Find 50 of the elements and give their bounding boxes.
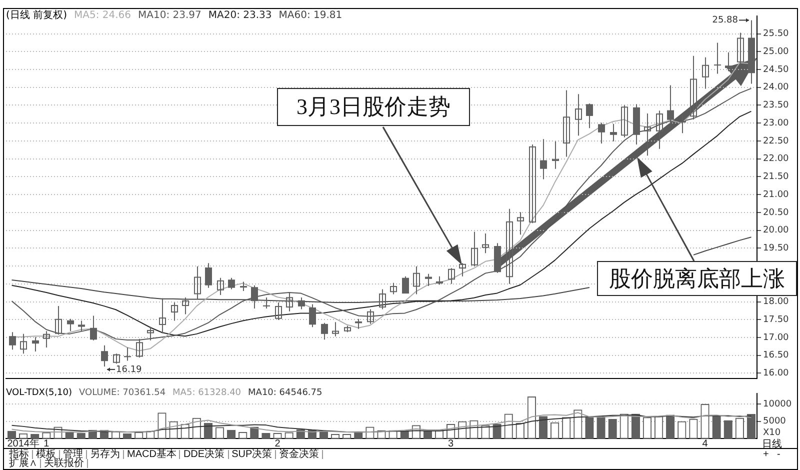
text: - bbox=[777, 449, 780, 460]
x-tick-label: 1 bbox=[44, 438, 50, 450]
x-tick-label: 4 bbox=[702, 438, 708, 450]
text: + bbox=[763, 449, 769, 460]
y-tick-label: 17.00 bbox=[763, 332, 790, 343]
text: 资金决策 bbox=[276, 449, 324, 460]
chart-title: (日线 前复权) bbox=[6, 10, 67, 21]
y-tick-label: 18.00 bbox=[763, 297, 790, 308]
text: MA5: 24.66 bbox=[74, 10, 131, 21]
y-tick-label: 16.00 bbox=[763, 368, 790, 379]
y-tick-label: 20.50 bbox=[763, 208, 790, 218]
y-tick-label: 23.00 bbox=[763, 118, 790, 128]
y-tick-label: 10000 bbox=[763, 399, 792, 410]
x-tick-label: 2014年 bbox=[7, 437, 40, 450]
series-label: VOLUME: 70361.54 bbox=[79, 388, 166, 398]
annotation: 16.19 bbox=[116, 364, 142, 375]
y-tick-label: 16.50 bbox=[763, 350, 790, 361]
y-tick-label: 24.50 bbox=[763, 64, 790, 75]
y-tick-label: 25.50 bbox=[763, 29, 790, 40]
y-tick-label: 5000 bbox=[763, 416, 786, 427]
y-tick-label: 22.50 bbox=[763, 136, 790, 146]
text: 关联报价 bbox=[41, 458, 88, 469]
text: 指标 bbox=[6, 449, 33, 460]
y-tick-label: 21.00 bbox=[763, 190, 790, 200]
text: DDE决策 bbox=[180, 449, 229, 460]
y-tick-label: 22.00 bbox=[763, 154, 790, 164]
y-tick-label: 24.00 bbox=[763, 82, 790, 93]
text: 日线 bbox=[762, 439, 782, 450]
text: MACD基本 bbox=[124, 449, 180, 460]
y-tick-label: 19.50 bbox=[763, 244, 790, 254]
text: 扩展∧ bbox=[6, 458, 41, 469]
y-tick-label: 20.00 bbox=[763, 226, 790, 236]
callout-box: 股价脱离底部上涨 bbox=[597, 261, 797, 296]
x-tick-label: 2 bbox=[274, 438, 281, 450]
y-tick-label: 23.50 bbox=[763, 100, 790, 111]
text: 另存为 bbox=[87, 449, 124, 460]
y-tick-label: 21.50 bbox=[763, 172, 790, 182]
x-tick-label: 3 bbox=[448, 438, 454, 450]
y-tick-label: 25.00 bbox=[763, 46, 790, 57]
text: SUP决策 bbox=[228, 449, 276, 460]
y-tick-label: 17.50 bbox=[763, 314, 790, 325]
annotation: 25.88 bbox=[712, 16, 738, 26]
text: MA5: 61328.40 bbox=[172, 388, 242, 398]
y-axis-title: X10 bbox=[763, 428, 781, 438]
chart-title: VOL-TDX(5,10) bbox=[6, 388, 72, 398]
callout-box: 3月3日股价走势 bbox=[277, 88, 470, 126]
text: MA20: 23.33 bbox=[208, 10, 272, 21]
text: MA10: 23.97 bbox=[138, 10, 202, 21]
text: MA10: 64546.75 bbox=[248, 388, 322, 398]
text: MA60: 19.81 bbox=[278, 10, 342, 21]
